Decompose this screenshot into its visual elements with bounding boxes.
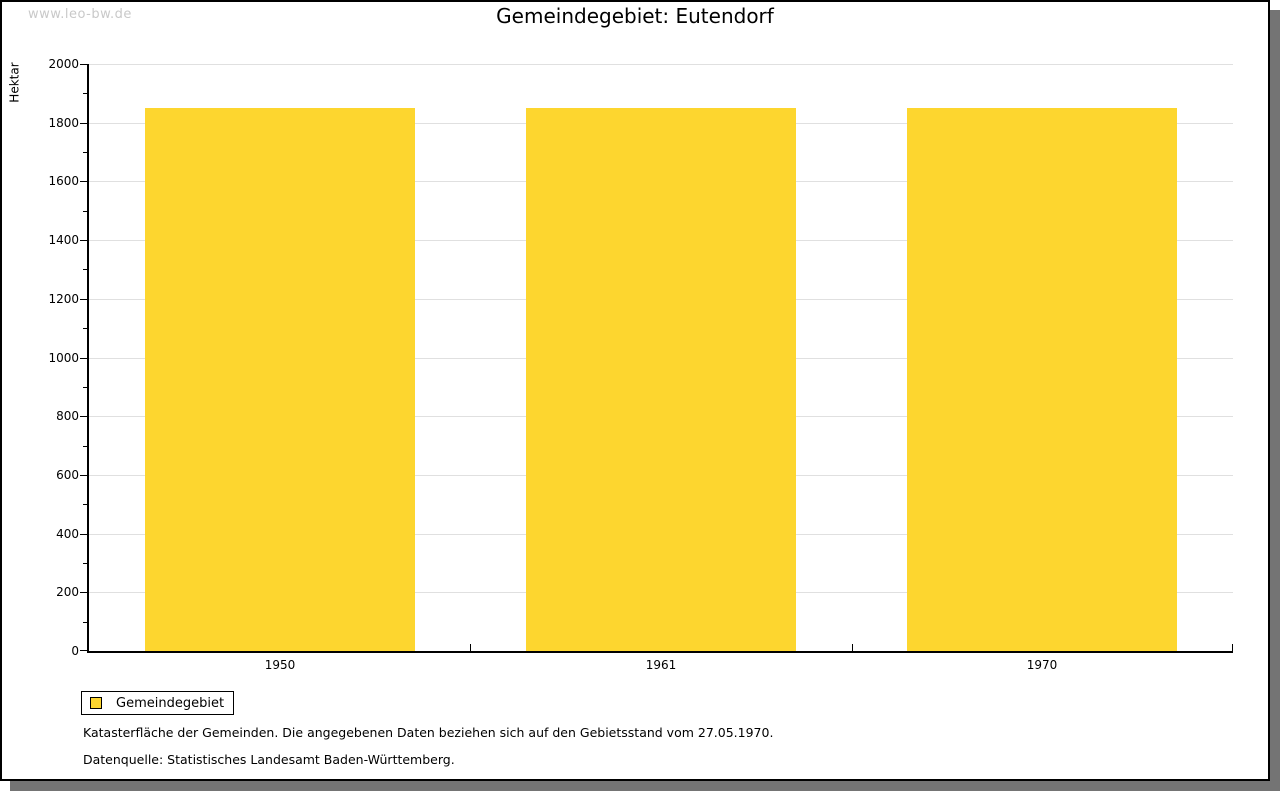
y-minor-tick-1300 [83,269,87,270]
y-tick-label-400: 400 [56,527,79,541]
x-boundary-tick-2 [852,644,853,651]
y-tick-label-1000: 1000 [48,351,79,365]
y-minor-tick-900 [83,387,87,388]
y-tick-label-1800: 1800 [48,116,79,130]
y-minor-tick-500 [83,504,87,505]
y-minor-tick-700 [83,446,87,447]
y-minor-tick-1900 [83,93,87,94]
y-tick-label-800: 800 [56,409,79,423]
bar-1970 [907,108,1177,651]
x-tick-label-1961: 1961 [645,658,677,672]
y-tick-label-1600: 1600 [48,174,79,188]
x-boundary-tick-1 [470,644,471,651]
y-major-tick-1800 [80,123,87,124]
x-axis-end-tick [1232,644,1233,651]
y-tick-label-2000: 2000 [48,57,79,71]
legend: Gemeindegebiet [81,691,234,715]
y-major-tick-200 [80,592,87,593]
y-major-tick-2000 [80,64,87,65]
legend-swatch-icon [90,697,102,709]
y-tick-label-1200: 1200 [48,292,79,306]
y-major-tick-1600 [80,181,87,182]
y-minor-tick-300 [83,563,87,564]
watermark-url: www.leo-bw.de [28,7,132,22]
y-minor-tick-100 [83,622,87,623]
y-minor-tick-1700 [83,152,87,153]
y-major-tick-1200 [80,299,87,300]
x-tick-label-1950: 1950 [264,658,296,672]
chart-title: Gemeindegebiet: Eutendorf [496,4,774,28]
bar-1950 [145,108,415,651]
y-minor-tick-1100 [83,328,87,329]
chart-frame: www.leo-bw.de Gemeindegebiet: Eutendorf … [0,0,1270,781]
y-major-tick-0 [80,650,87,651]
x-tick-label-1970: 1970 [1026,658,1058,672]
y-major-tick-400 [80,534,87,535]
y-major-tick-800 [80,416,87,417]
legend-label: Gemeindegebiet [116,695,225,711]
y-tick-label-0: 0 [71,644,79,658]
bar-1961 [526,108,796,651]
y-major-tick-1400 [80,240,87,241]
y-tick-label-600: 600 [56,468,79,482]
y-tick-label-1400: 1400 [48,233,79,247]
y-major-tick-600 [80,475,87,476]
footnote-description: Katasterfläche der Gemeinden. Die angege… [83,725,774,740]
plot-area: 0 200 400 600 800 1000 1200 1400 1600 1800 2000 195… [48,57,1233,672]
y-major-tick-1000 [80,358,87,359]
y-tick-label-200: 200 [56,585,79,599]
y-minor-tick-1500 [83,211,87,212]
footnote-source: Datenquelle: Statistisches Landesamt Bad… [83,752,455,767]
gridline-2000 [89,64,1233,65]
